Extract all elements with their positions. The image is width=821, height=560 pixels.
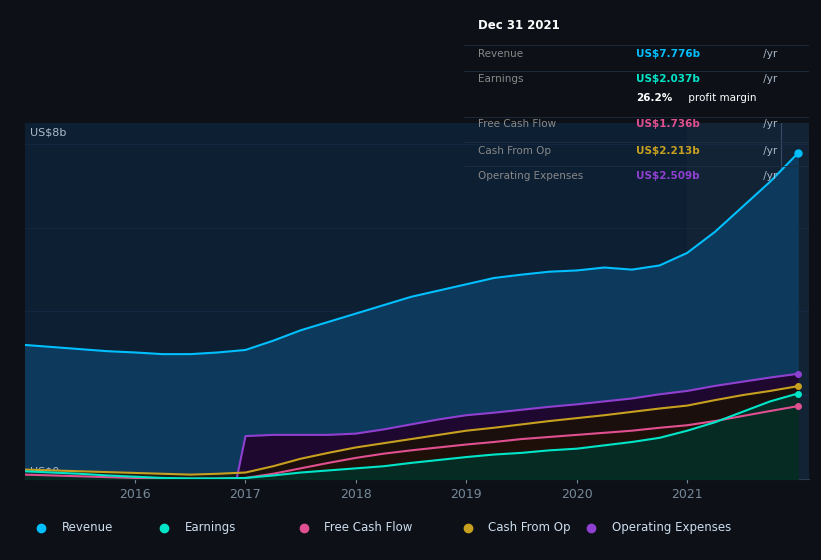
Text: Dec 31 2021: Dec 31 2021: [478, 20, 559, 32]
Text: US$1.736b: US$1.736b: [636, 119, 700, 129]
Text: Free Cash Flow: Free Cash Flow: [478, 119, 556, 129]
Text: US$0: US$0: [30, 466, 59, 477]
Text: Revenue: Revenue: [478, 49, 523, 59]
Text: /yr: /yr: [760, 49, 777, 59]
Text: Operating Expenses: Operating Expenses: [478, 171, 583, 180]
Text: 26.2%: 26.2%: [636, 93, 672, 103]
Text: US$7.776b: US$7.776b: [636, 49, 700, 59]
Text: US$2.213b: US$2.213b: [636, 146, 700, 156]
Text: Earnings: Earnings: [478, 73, 523, 83]
Text: /yr: /yr: [760, 73, 777, 83]
Bar: [687, 123, 809, 479]
Text: Cash From Op: Cash From Op: [488, 521, 571, 534]
Text: Earnings: Earnings: [185, 521, 236, 534]
Text: US$2.509b: US$2.509b: [636, 171, 699, 180]
Text: US$8b: US$8b: [30, 128, 67, 138]
Text: /yr: /yr: [760, 119, 777, 129]
Text: profit margin: profit margin: [685, 93, 756, 103]
Text: US$2.037b: US$2.037b: [636, 73, 700, 83]
Text: Revenue: Revenue: [62, 521, 113, 534]
Text: /yr: /yr: [760, 171, 777, 180]
Text: Operating Expenses: Operating Expenses: [612, 521, 731, 534]
Text: Free Cash Flow: Free Cash Flow: [324, 521, 413, 534]
Text: Cash From Op: Cash From Op: [478, 146, 551, 156]
Text: /yr: /yr: [760, 146, 777, 156]
